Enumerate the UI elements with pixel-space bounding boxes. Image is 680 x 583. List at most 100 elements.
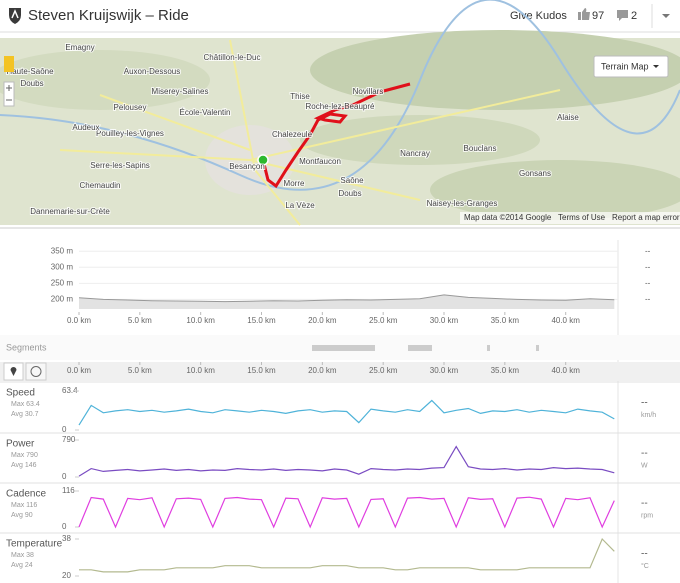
y-tick-label: 350 m bbox=[51, 246, 74, 255]
x-tick-label: 35.0 km bbox=[491, 366, 520, 375]
place-label: Emagny bbox=[65, 43, 94, 52]
y-tick-label: 0 bbox=[62, 425, 67, 434]
place-label: Auxon-Dessous bbox=[124, 67, 180, 76]
place-label: Miserey-Salines bbox=[152, 87, 209, 96]
stream-title: Cadence bbox=[6, 489, 46, 500]
stream-avg: Avg 24 bbox=[11, 562, 33, 569]
stream-max: Max 116 bbox=[11, 502, 37, 509]
place-label: Alaise bbox=[557, 113, 579, 122]
place-label: Audeux bbox=[72, 123, 99, 132]
map-type-button[interactable] bbox=[593, 55, 669, 78]
elevation-current: -- bbox=[645, 262, 651, 271]
shield-mark bbox=[11, 9, 19, 19]
place-label: Morre bbox=[284, 179, 305, 188]
x-tick-label: 20.0 km bbox=[308, 366, 337, 375]
x-tick-label: 25.0 km bbox=[369, 316, 398, 325]
place-label: Doubs bbox=[20, 79, 43, 88]
stream-unit: km/h bbox=[641, 412, 656, 419]
place-label: Saône bbox=[340, 176, 364, 185]
place-label: Chemaudin bbox=[80, 181, 121, 190]
elevation-current: -- bbox=[645, 246, 651, 255]
y-tick-label: 63.4 bbox=[62, 386, 78, 395]
place-label: Dannemarie-sur-Crète bbox=[30, 207, 110, 216]
terms-link[interactable]: Terms of Use bbox=[558, 213, 606, 222]
x-tick-label: 5.0 km bbox=[128, 366, 152, 375]
x-tick-label: 25.0 km bbox=[369, 366, 398, 375]
terrain bbox=[0, 50, 210, 110]
segment-bar[interactable] bbox=[312, 345, 375, 351]
stream-unit: W bbox=[641, 462, 648, 469]
elevation-area bbox=[79, 294, 615, 309]
y-tick-label: 0 bbox=[62, 472, 67, 481]
stream-line bbox=[78, 399, 615, 426]
stream-line bbox=[78, 496, 615, 529]
stream-avg: Avg 30.7 bbox=[11, 411, 39, 418]
place-label: Roche-lez-Beaupré bbox=[306, 102, 375, 111]
stream-line bbox=[78, 445, 615, 477]
place-label: La Vèze bbox=[285, 201, 315, 210]
stream-unit: rpm bbox=[641, 512, 653, 519]
shield-icon bbox=[9, 8, 21, 24]
x-tick-label: 35.0 km bbox=[491, 316, 520, 325]
zoom-control[interactable] bbox=[3, 81, 15, 107]
pin-icon bbox=[10, 367, 17, 376]
segment-bar[interactable] bbox=[408, 345, 432, 351]
stream-current: -- bbox=[641, 398, 648, 409]
elevation-current: -- bbox=[645, 278, 651, 287]
y-tick-label: 20 bbox=[62, 571, 71, 580]
stream-current: -- bbox=[641, 498, 648, 509]
x-tick-label: 15.0 km bbox=[247, 316, 276, 325]
header bbox=[0, 0, 680, 32]
place-label: Bouclans bbox=[464, 144, 497, 153]
place-label: Thise bbox=[290, 92, 310, 101]
x-tick-label: 10.0 km bbox=[186, 316, 215, 325]
x-tick-label: 40.0 km bbox=[551, 316, 580, 325]
give-kudos[interactable]: Give Kudos bbox=[510, 10, 567, 22]
stream-toolbar bbox=[0, 362, 680, 381]
segment-bar[interactable] bbox=[536, 345, 539, 351]
stream-avg: Avg 90 bbox=[11, 512, 33, 519]
report-link[interactable]: Report a map error bbox=[612, 213, 680, 222]
terrain bbox=[430, 160, 680, 220]
x-tick-label: 0.0 km bbox=[67, 366, 91, 375]
time-toggle[interactable] bbox=[25, 362, 47, 381]
y-tick-label: 116 bbox=[62, 486, 75, 495]
map-type-label: Terrain Map bbox=[601, 61, 649, 71]
stream-max: Max 790 bbox=[11, 452, 38, 459]
map-type-caret bbox=[653, 65, 659, 68]
stream-title: Temperature bbox=[6, 539, 63, 550]
x-tick-label: 15.0 km bbox=[247, 366, 276, 375]
stream-line bbox=[79, 537, 615, 573]
y-tick-label: 0 bbox=[62, 522, 67, 531]
x-tick-label: 20.0 km bbox=[308, 316, 337, 325]
place-label: Châtillon-le-Duc bbox=[204, 53, 261, 62]
place-label: Nancray bbox=[400, 149, 430, 158]
y-tick-label: 300 m bbox=[51, 262, 74, 271]
x-tick-label: 30.0 km bbox=[430, 366, 459, 375]
place-label: Pelousey bbox=[114, 103, 147, 112]
place-label: Pouilley-les-Vignes bbox=[96, 129, 164, 138]
y-tick-label: 200 m bbox=[51, 294, 74, 303]
place-label: Doubs bbox=[338, 189, 361, 198]
place-label: Novillars bbox=[353, 87, 384, 96]
y-tick-label: 250 m bbox=[51, 278, 74, 287]
place-label: Haute-Saône bbox=[6, 67, 54, 76]
segment-bar[interactable] bbox=[487, 345, 490, 351]
place-label: Gonsans bbox=[519, 169, 551, 178]
elevation-current: -- bbox=[645, 294, 651, 303]
pegman[interactable] bbox=[4, 56, 14, 72]
comment-count[interactable]: 2 bbox=[631, 10, 637, 22]
kudos-count[interactable]: 97 bbox=[592, 10, 604, 22]
x-tick-label: 5.0 km bbox=[128, 316, 152, 325]
y-tick-label: 790 bbox=[62, 435, 76, 444]
place-label: Montfaucon bbox=[299, 157, 341, 166]
attribution: Map data ©2014 Google bbox=[464, 213, 552, 222]
start-marker bbox=[257, 154, 269, 166]
map[interactable]: Emagny Haute-Saône Doubs Auxon-Dessous C… bbox=[0, 0, 680, 226]
terrain bbox=[310, 30, 680, 110]
clock-icon bbox=[30, 366, 42, 377]
activity-title: Steven Kruijswijk – Ride bbox=[28, 7, 189, 24]
x-tick-label: 40.0 km bbox=[551, 366, 580, 375]
menu-caret[interactable] bbox=[662, 14, 670, 18]
